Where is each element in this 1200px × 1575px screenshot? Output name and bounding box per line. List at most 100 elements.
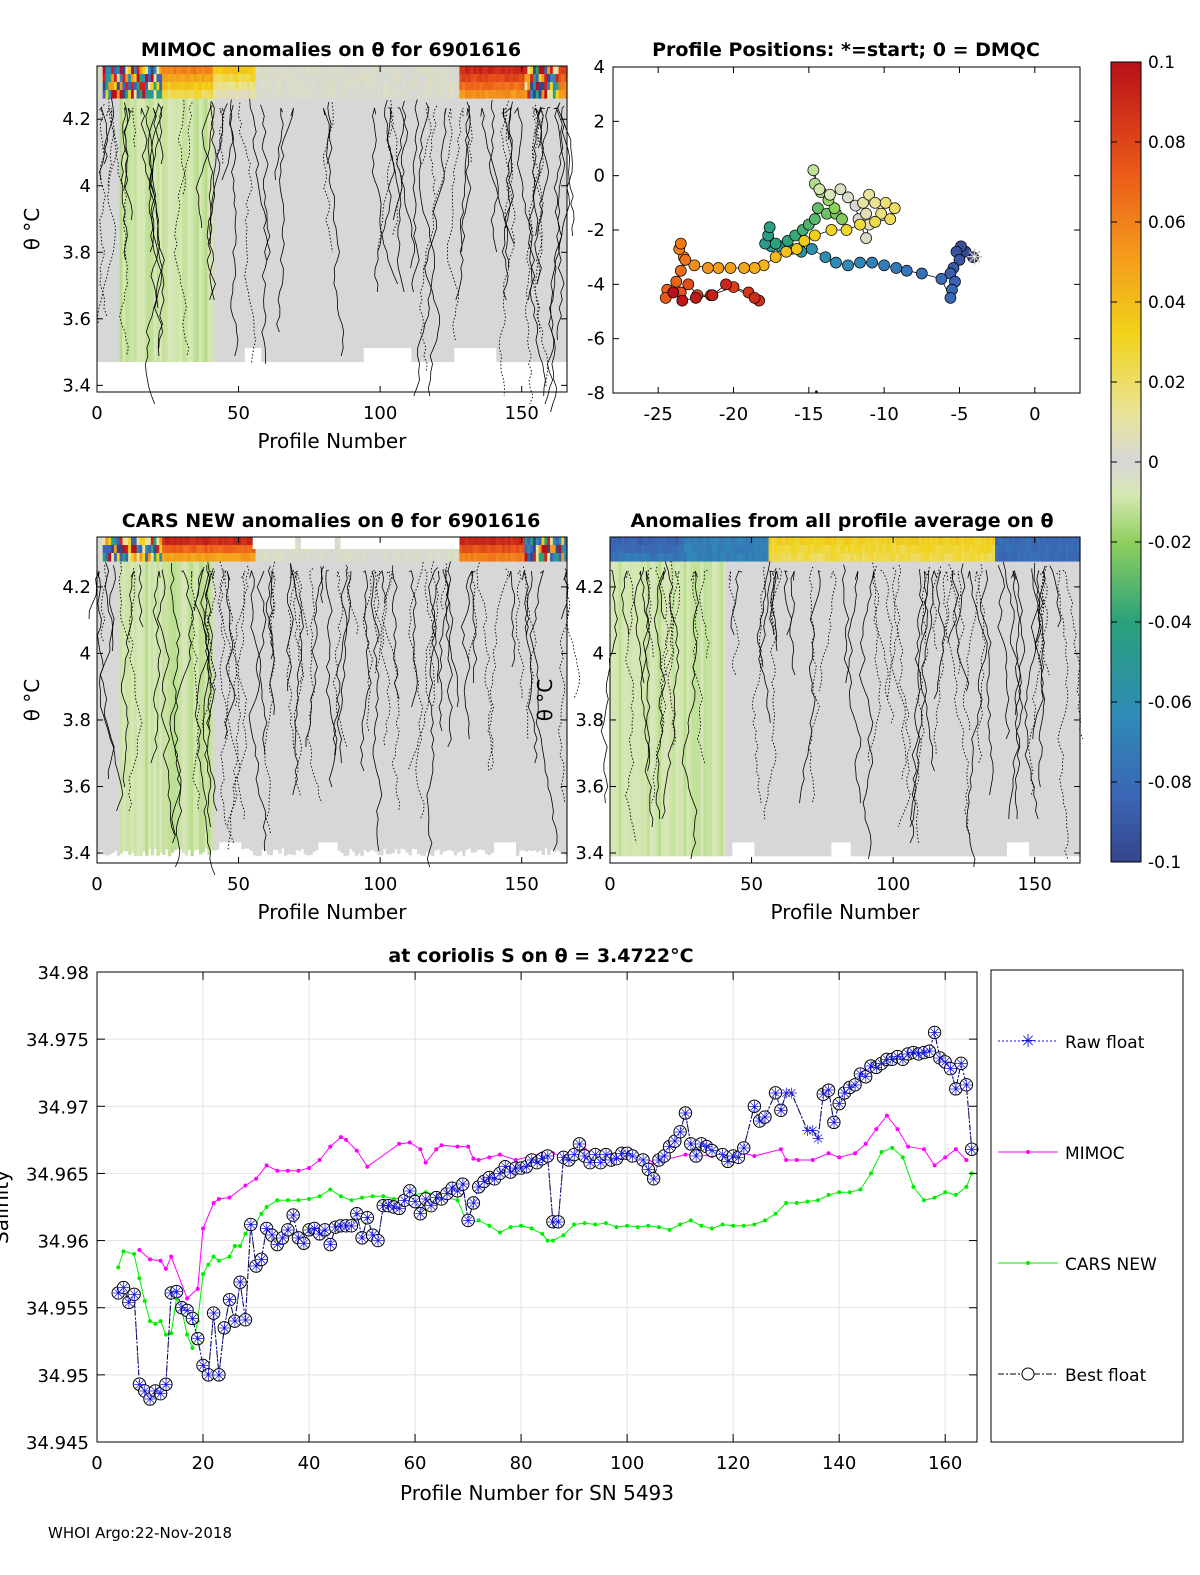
heatmap-cell <box>300 90 305 99</box>
series-point: ✳ <box>716 1146 729 1164</box>
heatmap-cell <box>552 90 557 99</box>
heatmap-cell <box>337 98 342 363</box>
series-point: ✳ <box>260 1220 273 1238</box>
heatmap-cell <box>275 561 279 850</box>
heatmap-cell <box>944 561 948 857</box>
contour-line <box>514 106 535 301</box>
heatmap-cell <box>255 66 259 75</box>
heatmap-cell <box>1074 553 1078 562</box>
heatmap-cell <box>286 74 291 83</box>
heatmap-cell <box>136 537 141 546</box>
y-tick-label: 34.955 <box>26 1299 89 1320</box>
heatmap-cell <box>224 74 228 83</box>
heatmap-cell <box>819 553 823 562</box>
heatmap-cell <box>235 74 240 83</box>
heatmap-cell <box>139 82 143 91</box>
heatmap-cell <box>510 537 514 546</box>
heatmap-cell <box>476 90 480 99</box>
heatmap-cell <box>348 74 353 83</box>
series-point: ✳ <box>149 1382 162 1400</box>
heatmap-cell <box>638 545 642 554</box>
heatmap-cell <box>360 82 364 91</box>
series-point <box>217 1321 231 1335</box>
heatmap-cell <box>692 537 696 546</box>
heatmap-cell <box>561 553 565 562</box>
heatmap-cell <box>765 545 770 554</box>
heatmap-cell <box>558 82 562 91</box>
heatmap-cell <box>873 561 877 857</box>
heatmap-cell <box>513 561 517 843</box>
heatmap-cell <box>419 553 424 562</box>
heatmap-cell <box>870 537 874 546</box>
heatmap-cell <box>1071 545 1075 554</box>
heatmap-cell <box>405 90 410 99</box>
series-point: ✳ <box>658 1147 671 1165</box>
heatmap-cell <box>323 561 327 843</box>
heatmap-cell <box>986 545 990 554</box>
heatmap-cell <box>179 90 183 99</box>
heatmap-cell <box>306 98 310 363</box>
heatmap-cell <box>714 537 719 546</box>
heatmap-cell <box>479 82 483 91</box>
series-point <box>593 1222 598 1227</box>
heatmap-cell <box>564 98 568 363</box>
heatmap-cell <box>368 82 373 91</box>
heatmap-cell <box>813 537 818 546</box>
heatmap-cell <box>283 66 288 75</box>
series-point <box>307 1166 312 1171</box>
contour-line <box>872 562 889 700</box>
heatmap-cell <box>774 561 778 857</box>
contour-line <box>504 107 515 245</box>
contour-line <box>421 106 432 165</box>
heatmap-cell <box>190 66 194 75</box>
heatmap-cell <box>995 545 999 554</box>
heatmap-cell <box>499 561 503 843</box>
series-point: ✳ <box>165 1284 178 1302</box>
heatmap-cell <box>465 98 469 349</box>
heatmap-cell <box>890 545 894 554</box>
heatmap-cell <box>278 90 282 99</box>
heatmap-cell <box>626 561 631 857</box>
heatmap-cell <box>102 90 107 99</box>
contour-line <box>194 566 215 828</box>
contour-line <box>442 569 453 748</box>
heatmap-cell <box>473 98 477 349</box>
series-point: ✳ <box>536 1150 549 1168</box>
heatmap-cell <box>966 537 971 546</box>
heatmap-cell <box>470 90 475 99</box>
heatmap-cell <box>221 90 226 99</box>
heatmap-cell <box>555 553 560 562</box>
heatmap-cell <box>147 82 152 91</box>
heatmap-cell <box>193 553 197 562</box>
x-tick-label: 100 <box>363 403 397 424</box>
series-point: ✳ <box>372 1232 385 1250</box>
series-point <box>943 1190 948 1195</box>
heatmap-cell <box>170 66 175 75</box>
contour-line <box>131 107 137 149</box>
heatmap-cell <box>666 545 671 554</box>
contour-line <box>305 565 325 747</box>
y-tick-label: 3.8 <box>575 710 604 731</box>
heatmap-cell <box>972 537 976 546</box>
heatmap-cell <box>501 545 506 554</box>
heatmap-cell <box>927 553 931 562</box>
heatmap-cell <box>201 545 206 554</box>
heatmap-cell <box>748 561 753 843</box>
heatmap-cell <box>198 537 203 546</box>
heatmap-cell <box>159 74 163 83</box>
heatmap-cell <box>133 82 138 91</box>
heatmap-cell <box>323 90 327 99</box>
heatmap-cell <box>462 537 466 546</box>
heatmap-cell <box>635 561 639 857</box>
heatmap-cell <box>97 545 101 554</box>
heatmap-cell <box>700 561 705 857</box>
heatmap-cell <box>779 545 784 554</box>
legend-best-icon <box>1021 1367 1035 1381</box>
heatmap-cell <box>499 537 503 546</box>
heatmap-cell <box>1034 561 1039 857</box>
series-point: ✳ <box>510 1160 523 1178</box>
heatmap-cell <box>1054 561 1058 857</box>
heatmap-cell <box>190 98 194 363</box>
heatmap-cell <box>130 537 135 546</box>
heatmap-cell <box>244 553 248 562</box>
